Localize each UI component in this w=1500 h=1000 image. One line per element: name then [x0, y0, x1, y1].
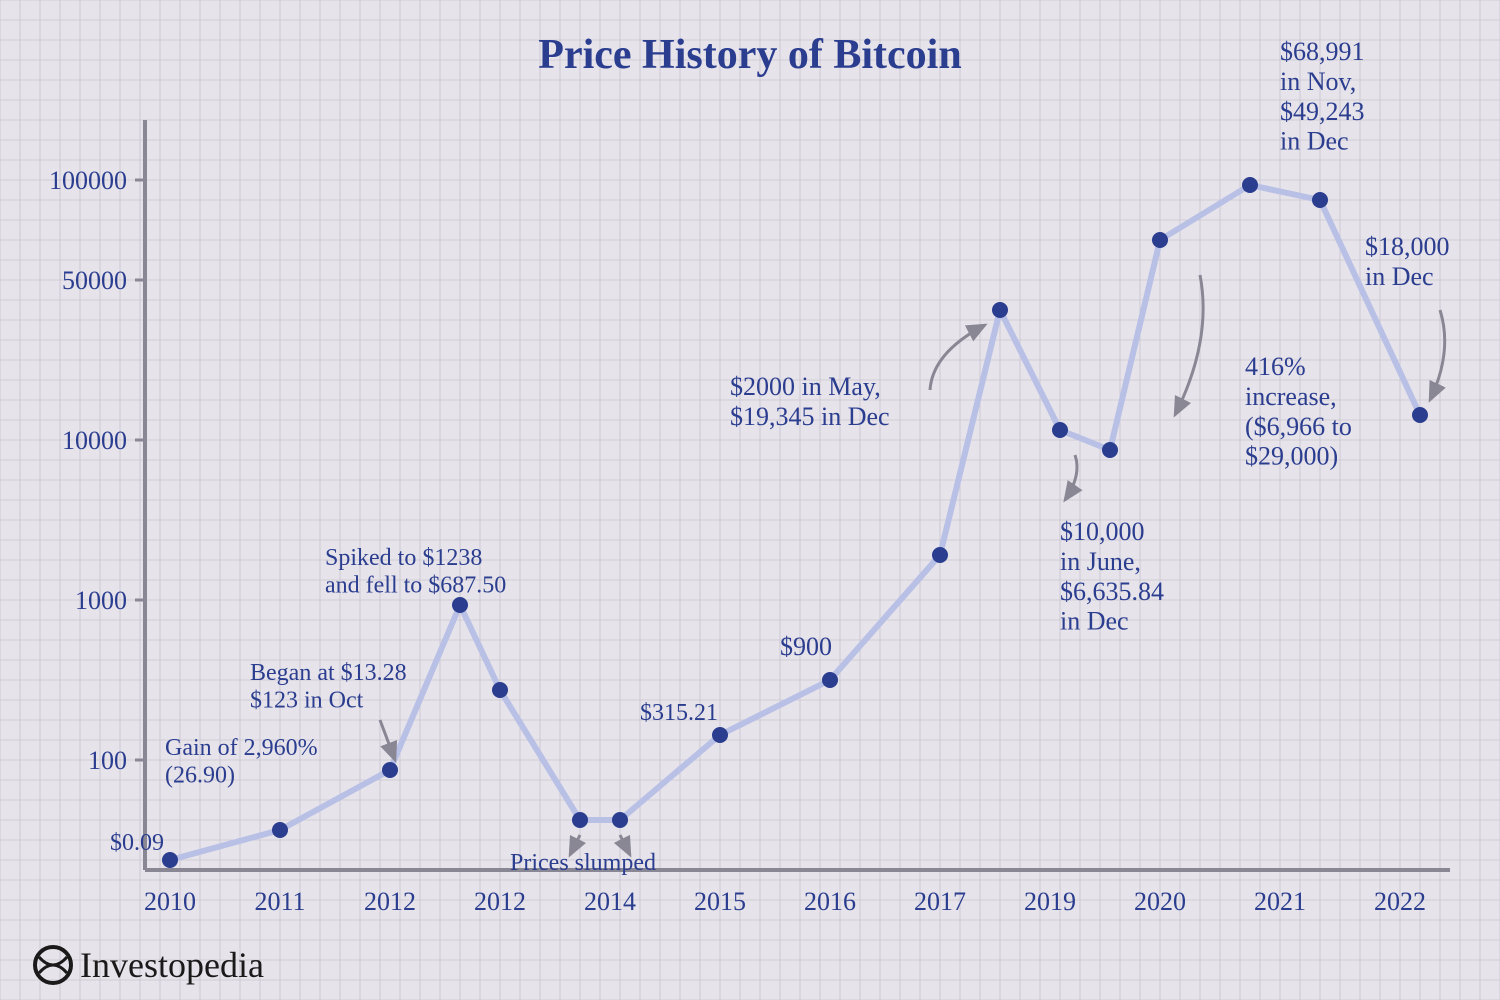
data-point: [1102, 442, 1118, 458]
data-point: [1052, 422, 1068, 438]
data-point: [822, 672, 838, 688]
ann-spiked: Spiked to $1238and fell to $687.50: [325, 545, 506, 599]
y-tick-label: 100000: [49, 166, 127, 195]
data-point: [162, 852, 178, 868]
data-point: [612, 812, 628, 828]
data-point: [1242, 177, 1258, 193]
x-tick-label: 2012: [474, 887, 526, 916]
data-point: [272, 822, 288, 838]
ann-slumped: Prices slumped: [510, 850, 656, 876]
x-tick-label: 2011: [254, 887, 305, 916]
data-point: [492, 682, 508, 698]
brand-text: Investopedia: [80, 945, 264, 985]
x-tick-label: 2019: [1024, 887, 1076, 916]
y-tick-label: 100: [88, 746, 127, 775]
ann-2000: $2000 in May,$19,345 in Dec: [730, 372, 890, 431]
x-tick-label: 2020: [1134, 887, 1186, 916]
x-tick-label: 2014: [584, 887, 636, 916]
data-point: [1312, 192, 1328, 208]
data-point: [932, 547, 948, 563]
data-point: [1412, 407, 1428, 423]
y-tick-label: 50000: [62, 266, 127, 295]
x-tick-label: 2016: [804, 887, 856, 916]
x-tick-label: 2010: [144, 887, 196, 916]
data-point: [1152, 232, 1168, 248]
y-tick-label: 10000: [62, 426, 127, 455]
data-point: [712, 727, 728, 743]
data-point: [992, 302, 1008, 318]
data-point: [382, 762, 398, 778]
chart-container: Price History of Bitcoin 100 1000 10000 5000…: [0, 0, 1500, 1000]
ann-315: $315.21: [640, 700, 718, 726]
y-tick-label: 1000: [75, 586, 127, 615]
data-point: [572, 812, 588, 828]
chart-svg: Price History of Bitcoin 100 1000 10000 5000…: [0, 0, 1500, 1000]
ann-900: $900: [780, 632, 832, 661]
ann-009: $0.09: [110, 830, 164, 856]
x-tick-label: 2012: [364, 887, 416, 916]
data-point: [452, 597, 468, 613]
x-tick-label: 2017: [914, 887, 966, 916]
x-tick-label: 2022: [1374, 887, 1426, 916]
x-tick-label: 2015: [694, 887, 746, 916]
x-tick-label: 2021: [1254, 887, 1306, 916]
chart-title: Price History of Bitcoin: [538, 32, 961, 78]
